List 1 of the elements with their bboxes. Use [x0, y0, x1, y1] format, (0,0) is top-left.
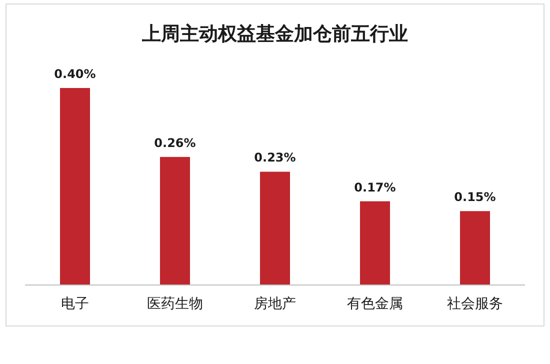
title: 上周主动权益基金加仓前五行业: [142, 23, 408, 45]
